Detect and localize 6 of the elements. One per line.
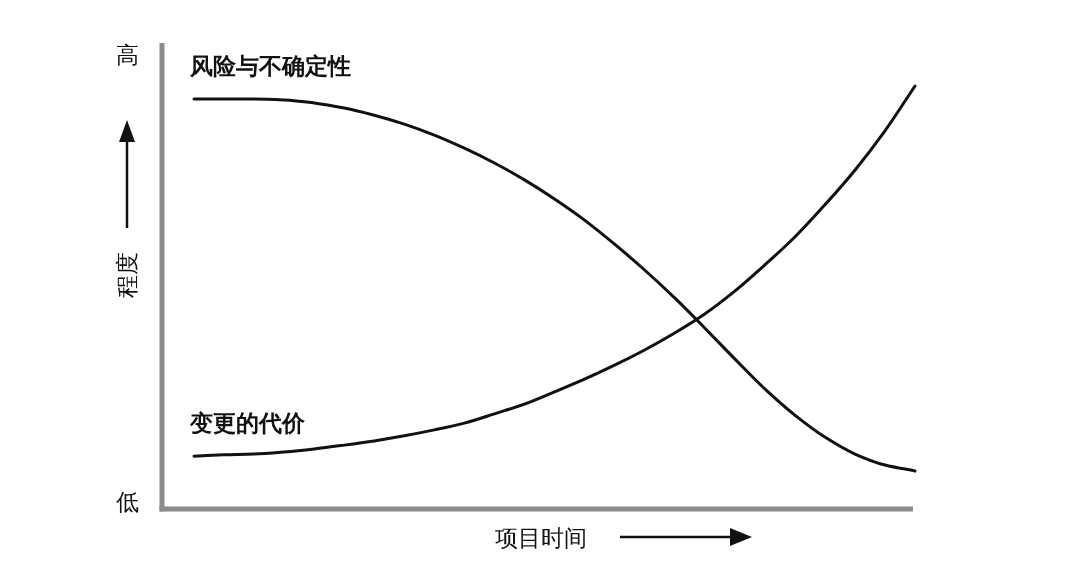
text: 高	[115, 42, 139, 68]
x-axis-title: 项目时间	[495, 525, 587, 551]
series-label: 变更的代价	[189, 410, 306, 437]
text: 低	[115, 489, 139, 515]
y-axis-title: 程度	[114, 252, 140, 298]
series-label: 风险与不确定性	[189, 53, 351, 80]
